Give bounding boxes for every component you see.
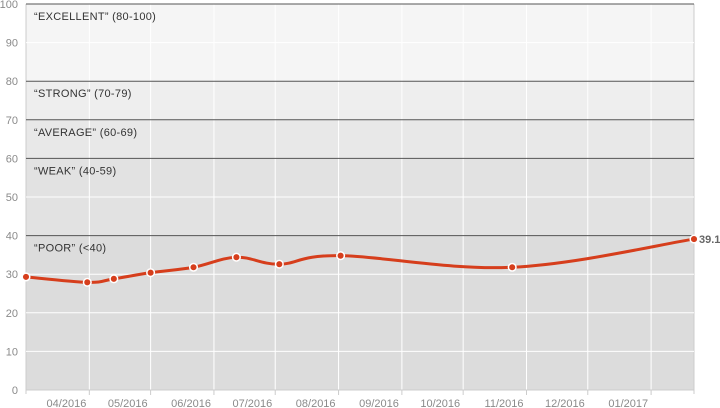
series-group: [21, 234, 699, 287]
y-tick-label-0: 0: [12, 385, 18, 397]
data-point-8: [507, 262, 517, 272]
data-point-4: [188, 262, 199, 272]
y-tick-label-90: 90: [6, 38, 18, 50]
y-tick-label-100: 100: [0, 0, 18, 11]
x-tick-label-3: 07/2016: [232, 398, 272, 408]
y-tick-label-60: 60: [6, 153, 18, 165]
y-tick-label-70: 70: [6, 115, 18, 127]
band-2: [26, 119, 694, 159]
horizontal-gridlines: [26, 3, 694, 391]
data-point-1: [82, 277, 92, 287]
band-label-0: “EXCELLENT” (80-100): [34, 11, 156, 23]
x-tick-label-5: 09/2016: [359, 398, 399, 408]
y-tick-label-40: 40: [6, 231, 18, 243]
band-label-4: “POOR” (<40): [34, 243, 106, 255]
x-tick-label-6: 10/2016: [420, 398, 460, 408]
x-tick-label-0: 04/2016: [47, 398, 87, 408]
band-label-3: “WEAK” (40-59): [34, 165, 116, 177]
y-tick-label-30: 30: [6, 269, 18, 281]
data-point-3: [146, 268, 156, 278]
data-point-2: [109, 274, 119, 284]
data-point-5: [231, 252, 241, 262]
x-tick-label-8: 12/2016: [545, 398, 585, 408]
y-tick-label-50: 50: [6, 192, 18, 204]
x-axis-ticks: 04/2016 05/2016 06/2016 07/2016 08/2016 09/20…: [47, 390, 652, 408]
data-point-0: [21, 272, 31, 282]
data-point-9: [689, 234, 699, 244]
right-margin: [694, 4, 720, 390]
x-tick-label-2: 06/2016: [171, 398, 211, 408]
last-value-label: 39.1: [699, 234, 720, 246]
y-tick-label-10: 10: [6, 346, 18, 358]
band-label-2: “AVERAGE” (60-69): [34, 127, 137, 139]
y-tick-label-80: 80: [6, 76, 18, 88]
x-tick-label-4: 08/2016: [296, 398, 336, 408]
y-axis-ticks: 0 10 20 30 40 50 60 70 80 90 100: [0, 0, 18, 397]
band-labels: “EXCELLENT” (80-100) “STRONG” (70-79) “AVE…: [34, 11, 156, 255]
band-1: [26, 81, 694, 120]
y-tick-label-20: 20: [6, 308, 18, 320]
x-tick-label-1: 05/2016: [108, 398, 148, 408]
data-point-7: [336, 251, 346, 261]
x-tick-label-9: 01/2017: [608, 398, 648, 408]
x-tick-label-7: 11/2016: [485, 398, 524, 408]
data-point-6: [274, 259, 284, 269]
band-label-1: “STRONG” (70-79): [34, 88, 132, 100]
